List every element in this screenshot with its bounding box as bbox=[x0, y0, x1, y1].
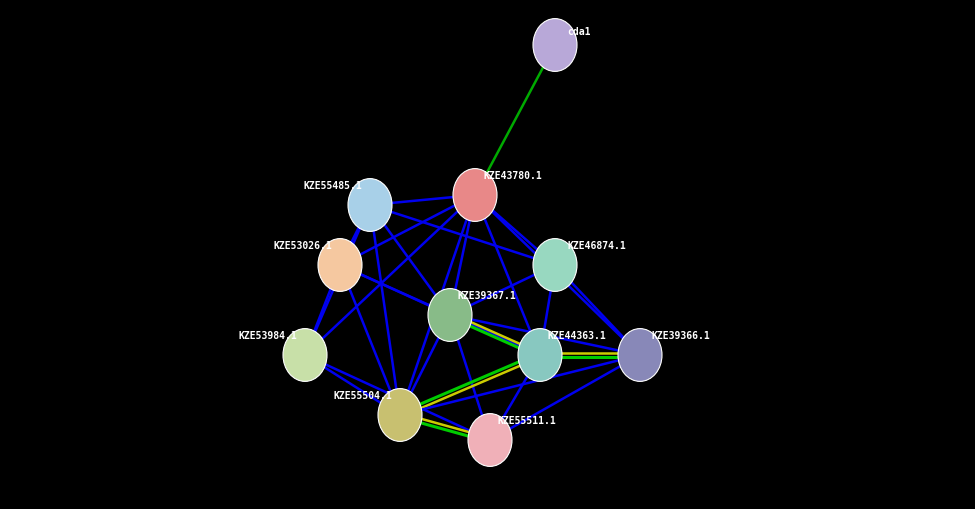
Ellipse shape bbox=[283, 329, 327, 381]
Ellipse shape bbox=[428, 289, 472, 342]
Ellipse shape bbox=[378, 388, 422, 441]
Text: KZE53984.1: KZE53984.1 bbox=[238, 331, 297, 341]
Text: KZE46874.1: KZE46874.1 bbox=[567, 241, 626, 251]
Ellipse shape bbox=[618, 329, 662, 381]
Text: KZE53026.1: KZE53026.1 bbox=[273, 241, 332, 251]
Ellipse shape bbox=[453, 168, 497, 221]
Text: KZE55485.1: KZE55485.1 bbox=[303, 181, 362, 191]
Ellipse shape bbox=[533, 19, 577, 71]
Text: KZE43780.1: KZE43780.1 bbox=[483, 171, 542, 181]
Text: KZE39367.1: KZE39367.1 bbox=[458, 291, 517, 301]
Ellipse shape bbox=[318, 239, 362, 291]
Ellipse shape bbox=[533, 239, 577, 291]
Text: KZE55504.1: KZE55504.1 bbox=[333, 391, 392, 401]
Text: KZE39366.1: KZE39366.1 bbox=[652, 331, 711, 341]
Ellipse shape bbox=[468, 414, 512, 466]
Ellipse shape bbox=[348, 179, 392, 232]
Text: KZE55511.1: KZE55511.1 bbox=[498, 416, 557, 426]
Text: cda1: cda1 bbox=[567, 27, 591, 37]
Text: KZE44363.1: KZE44363.1 bbox=[548, 331, 606, 341]
Ellipse shape bbox=[518, 329, 562, 381]
